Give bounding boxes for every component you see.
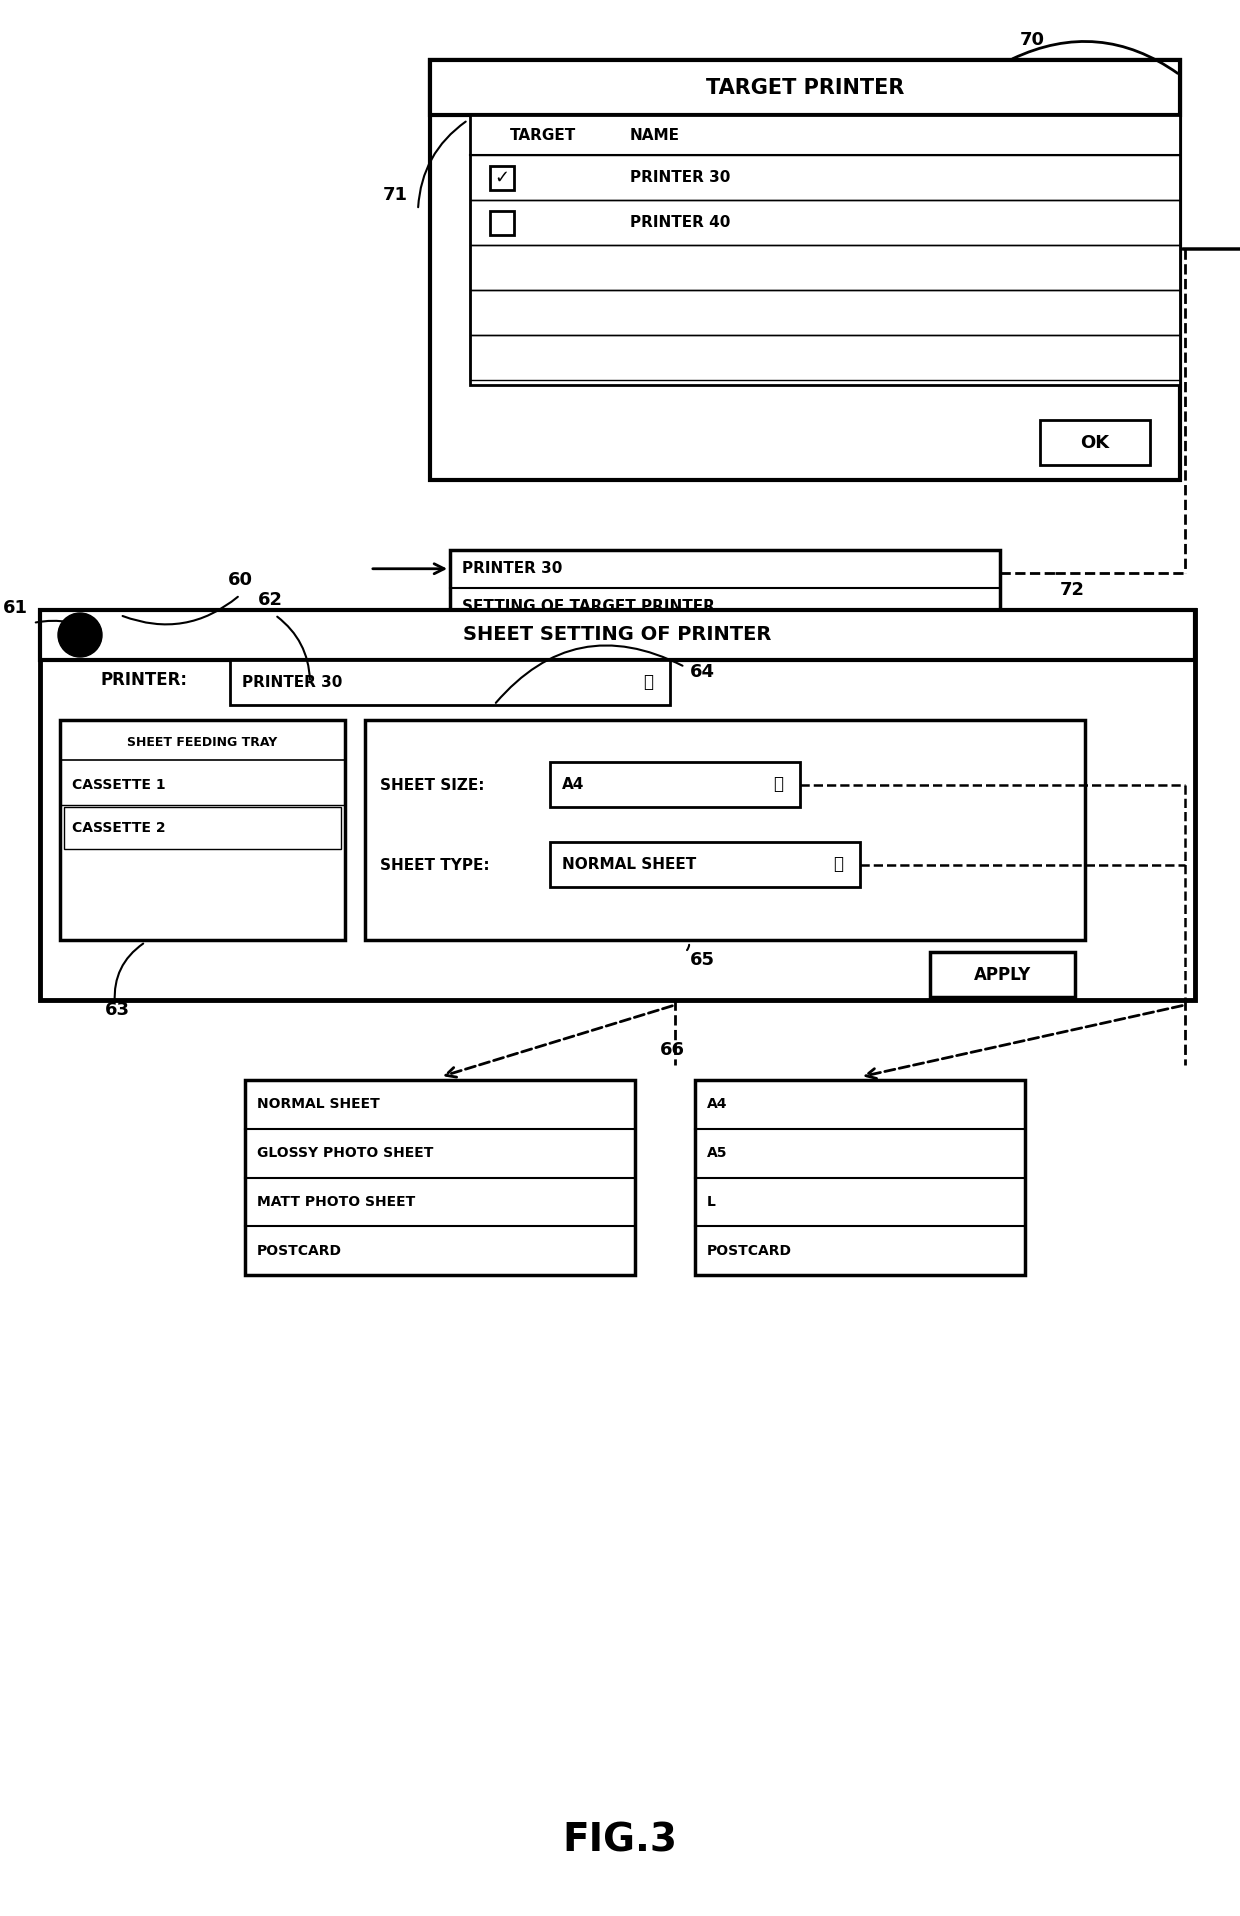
Bar (450, 550, 999, 625)
Bar (551, 841, 861, 887)
Text: 64: 64 (689, 663, 715, 680)
Text: TARGET PRINTER: TARGET PRINTER (706, 77, 904, 98)
Text: FIG.3: FIG.3 (563, 1820, 677, 1859)
Text: MATT PHOTO SHEET: MATT PHOTO SHEET (257, 1196, 415, 1209)
Text: 65: 65 (689, 950, 715, 969)
Text: PRINTER 30: PRINTER 30 (630, 171, 730, 186)
Text: CASSETTE 1: CASSETTE 1 (72, 778, 166, 791)
Text: 62: 62 (258, 590, 283, 609)
Text: NAME: NAME (630, 128, 680, 142)
Bar (490, 211, 515, 234)
Bar (470, 245, 1180, 289)
Bar (40, 609, 1195, 659)
Text: A4: A4 (562, 778, 584, 791)
Text: NORMAL SHEET: NORMAL SHEET (562, 856, 696, 872)
Bar (470, 335, 1180, 379)
Text: A5: A5 (707, 1146, 728, 1159)
Text: OK: OK (1080, 433, 1110, 452)
Bar (470, 199, 1180, 245)
Text: 72: 72 (1060, 581, 1085, 600)
Text: L: L (707, 1196, 715, 1209)
Bar (64, 807, 341, 849)
Text: APPLY: APPLY (973, 966, 1032, 983)
Circle shape (58, 613, 102, 657)
Text: POSTCARD: POSTCARD (707, 1243, 792, 1257)
Text: A4: A4 (707, 1098, 728, 1111)
Bar (694, 1081, 1025, 1274)
Text: TARGET: TARGET (510, 128, 577, 142)
Text: SHEET SIZE:: SHEET SIZE: (379, 778, 485, 793)
Bar (365, 720, 1085, 941)
Bar (229, 659, 670, 705)
Bar (470, 115, 1180, 385)
Text: CASSETTE 2: CASSETTE 2 (72, 820, 166, 835)
Text: ⬥: ⬥ (773, 776, 782, 793)
Bar (930, 952, 1075, 996)
Text: PRINTER 40: PRINTER 40 (630, 215, 730, 230)
Text: ✓: ✓ (495, 169, 510, 186)
Bar (64, 807, 341, 849)
Text: 71: 71 (383, 186, 408, 203)
Bar (430, 59, 1180, 481)
Bar (551, 763, 800, 807)
Bar (470, 335, 1180, 379)
Bar (470, 245, 1180, 289)
Bar (470, 155, 1180, 199)
Text: PRINTER 30: PRINTER 30 (242, 674, 342, 690)
Bar (60, 720, 345, 941)
Text: 70: 70 (1021, 31, 1045, 50)
Bar (1040, 420, 1149, 466)
Text: GLOSSY PHOTO SHEET: GLOSSY PHOTO SHEET (257, 1146, 433, 1159)
Bar (40, 609, 1195, 1000)
Text: ✕: ✕ (74, 628, 86, 642)
Text: ⬥: ⬥ (644, 674, 653, 692)
Bar (430, 59, 1180, 115)
Bar (470, 155, 1180, 199)
Bar (470, 289, 1180, 335)
Text: POSTCARD: POSTCARD (257, 1243, 342, 1257)
Text: PRINTER 30: PRINTER 30 (463, 561, 563, 577)
Text: 61: 61 (2, 600, 29, 617)
Text: 63: 63 (105, 1000, 130, 1019)
Text: 66: 66 (660, 1040, 684, 1060)
Text: ⬥: ⬥ (833, 856, 843, 874)
Text: SETTING OF TARGET PRINTER: SETTING OF TARGET PRINTER (463, 600, 715, 613)
Text: SHEET FEEDING TRAY: SHEET FEEDING TRAY (128, 736, 278, 749)
Text: NORMAL SHEET: NORMAL SHEET (257, 1098, 379, 1111)
Text: PRINTER:: PRINTER: (100, 671, 187, 690)
Bar (246, 1081, 635, 1274)
Text: 60: 60 (227, 571, 253, 588)
Text: SHEET TYPE:: SHEET TYPE: (379, 858, 490, 872)
Bar (490, 165, 515, 190)
Text: SHEET SETTING OF PRINTER: SHEET SETTING OF PRINTER (464, 625, 771, 644)
